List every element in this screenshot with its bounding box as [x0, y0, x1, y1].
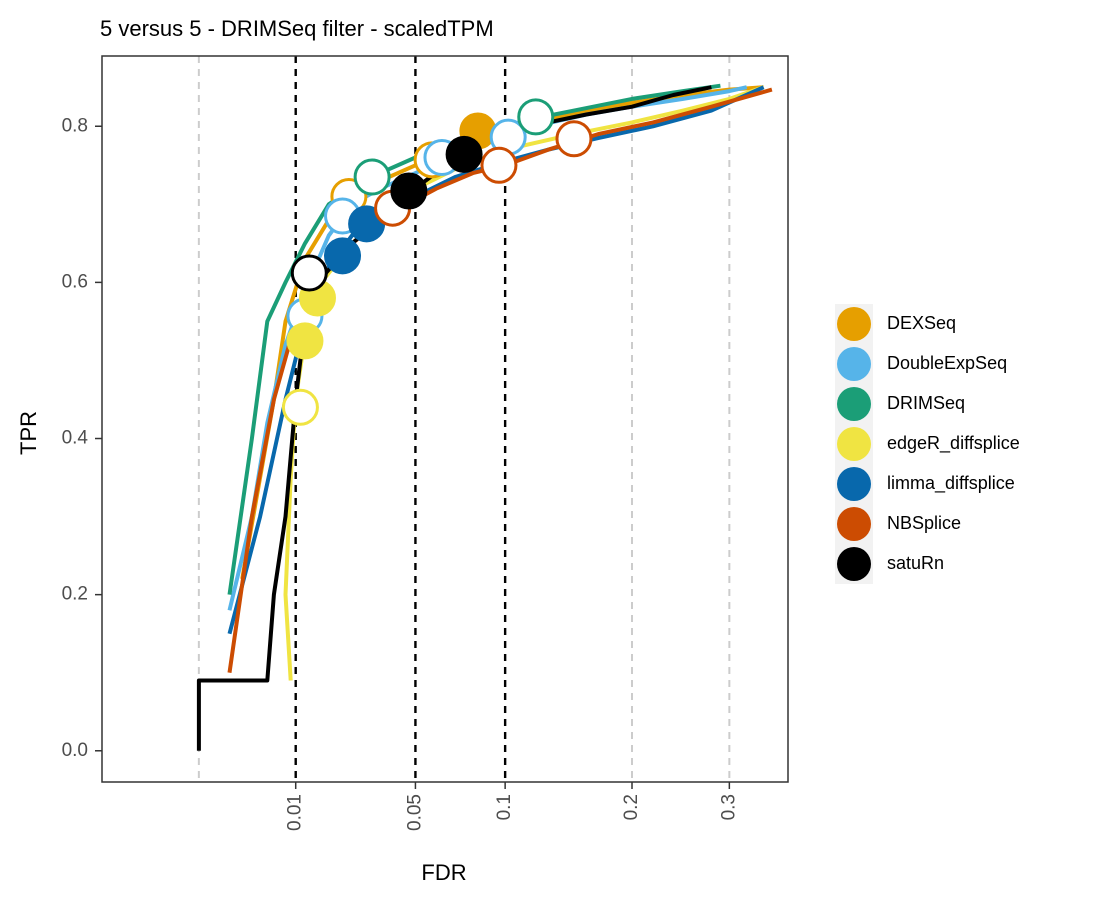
y-tick-label-2: 0.4 — [62, 428, 89, 449]
panel-border — [101, 55, 789, 783]
point-satuRn-1 — [390, 172, 428, 210]
point-satuRn-0 — [290, 254, 328, 292]
point-DRIMSeq-1 — [517, 98, 555, 136]
chart-title: 5 versus 5 - DRIMSeq filter - scaledTPM — [100, 16, 494, 41]
x-tick-label-2: 0.1 — [494, 794, 515, 820]
point-satuRn-2 — [445, 135, 483, 173]
x-tick-label-0: 0.01 — [285, 794, 306, 831]
legend-label-limma_diffsplice: limma_diffsplice — [887, 473, 1015, 494]
x-tick-label-1: 0.05 — [404, 794, 425, 831]
plot-panel — [101, 55, 789, 783]
x-tick-label-4: 0.3 — [718, 794, 739, 820]
point-limma_diffsplice-0 — [324, 237, 362, 275]
legend-key-limma_diffsplice — [837, 467, 871, 501]
legend-key-DEXSeq — [837, 307, 871, 341]
x-tick-label-3: 0.2 — [621, 794, 642, 820]
legend-label-DEXSeq: DEXSeq — [887, 313, 956, 333]
curve-DoubleExpSeq — [227, 85, 748, 611]
legend-label-NBSplice: NBSplice — [887, 513, 961, 533]
legend-key-DRIMSeq — [837, 387, 871, 421]
y-tick-label-3: 0.6 — [62, 271, 88, 292]
legend-key-satuRn — [837, 547, 871, 581]
point-NBSplice-2 — [555, 120, 593, 158]
legend-label-DRIMSeq: DRIMSeq — [887, 393, 965, 413]
legend-key-edgeR_diffsplice — [837, 427, 871, 461]
legend-label-satuRn: satuRn — [887, 553, 944, 573]
legend-label-edgeR_diffsplice: edgeR_diffsplice — [887, 433, 1020, 454]
y-tick-label-4: 0.8 — [62, 115, 88, 136]
legend-label-DoubleExpSeq: DoubleExpSeq — [887, 353, 1007, 373]
point-edgeR_diffsplice-0 — [281, 388, 319, 426]
x-axis: 0.01 0.05 0.1 0.2 0.3 — [285, 782, 739, 831]
curve-NBSplice — [227, 87, 773, 673]
legend: DEXSeq DoubleExpSeq DRIMSeq edgeR_diffsplic… — [835, 304, 1020, 584]
point-edgeR_diffsplice-1 — [286, 322, 324, 360]
y-tick-label-1: 0.2 — [62, 584, 88, 605]
legend-key-DoubleExpSeq — [837, 347, 871, 381]
y-tick-label-0: 0.0 — [62, 740, 88, 761]
x-axis-title: FDR — [421, 860, 466, 885]
point-NBSplice-1 — [480, 146, 518, 184]
point-DRIMSeq-0 — [353, 158, 391, 196]
y-axis-title: TPR — [16, 411, 41, 455]
legend-key-NBSplice — [837, 507, 871, 541]
y-axis: 0.0 0.2 0.4 0.6 0.8 — [62, 115, 102, 761]
curve-satuRn — [196, 85, 712, 751]
curve-DRIMSeq — [227, 83, 721, 595]
